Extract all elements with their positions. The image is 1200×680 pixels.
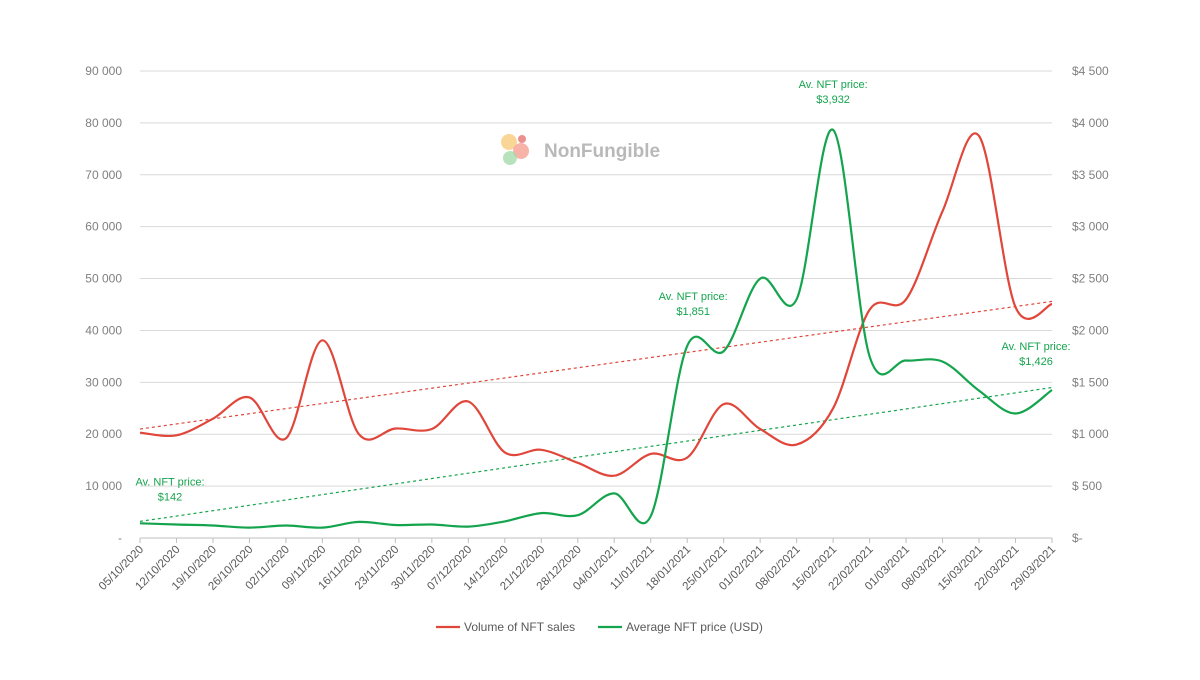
- series-layer: [139, 128, 1053, 529]
- y-right-tick-label: $-: [1072, 531, 1083, 545]
- annotation-label: $1,851: [676, 306, 710, 318]
- trendline: [139, 300, 1053, 430]
- y-axis-right: $- $ 500 $1 000 $1 500 $2 000 $2 500 $3 000 $3 …: [1072, 64, 1109, 545]
- y-left-tick-label: 20 000: [85, 427, 122, 441]
- y-left-tick-label: 10 000: [85, 479, 122, 493]
- annotation-label: $142: [158, 491, 182, 503]
- legend-label: Volume of NFT sales: [464, 620, 575, 634]
- y-right-tick-label: $2 000: [1072, 323, 1109, 337]
- y-right-tick-label: $4 000: [1072, 116, 1109, 130]
- y-left-tick-label: 40 000: [85, 323, 122, 337]
- y-right-tick-label: $1 500: [1072, 375, 1109, 389]
- annotation-label: $1,426: [1019, 356, 1053, 368]
- nonfungible-logo-icon: [501, 134, 529, 165]
- y-left-tick-label: 80 000: [85, 116, 122, 130]
- y-left-tick-label: 60 000: [85, 220, 122, 234]
- annotation-label: Av. NFT price:: [1001, 341, 1070, 353]
- watermark-text: NonFungible: [544, 141, 660, 162]
- y-left-tick-label: 30 000: [85, 375, 122, 389]
- x-axis: 05/10/202012/10/202019/10/202026/10/2020…: [97, 538, 1058, 593]
- annotation-label: Av. NFT price:: [799, 79, 868, 91]
- trendline: [139, 386, 1053, 522]
- y-right-tick-label: $ 500: [1072, 479, 1102, 493]
- series-line-volume: [139, 132, 1053, 477]
- y-left-tick-label: 50 000: [85, 272, 122, 286]
- y-right-tick-label: $1 000: [1072, 427, 1109, 441]
- y-axis-left: - 10 000 20 000 30 000 40 000 50 000 60 000 70 …: [85, 64, 122, 545]
- series-line-avg-price: [139, 128, 1053, 529]
- y-right-tick-label: $3 000: [1072, 220, 1109, 234]
- y-right-tick-label: $4 500: [1072, 64, 1109, 78]
- y-left-tick-label: -: [118, 531, 122, 545]
- y-right-tick-label: $3 500: [1072, 168, 1109, 182]
- y-right-tick-label: $2 500: [1072, 272, 1109, 286]
- legend: Volume of NFT sales Average NFT price (US…: [436, 620, 763, 634]
- annotation-label: Av. NFT price:: [135, 476, 204, 488]
- grid-layer: [140, 70, 1052, 539]
- y-left-tick-label: 90 000: [85, 64, 122, 78]
- legend-label: Average NFT price (USD): [626, 620, 763, 634]
- watermark: NonFungible: [501, 134, 660, 165]
- annotation-layer: Av. NFT price: $142 Av. NFT price: $1,851 Av…: [135, 79, 1070, 503]
- annotation-label: Av. NFT price:: [659, 291, 728, 303]
- annotation-label: $3,932: [816, 94, 850, 106]
- trendline-layer: [139, 300, 1053, 522]
- y-left-tick-label: 70 000: [85, 168, 122, 182]
